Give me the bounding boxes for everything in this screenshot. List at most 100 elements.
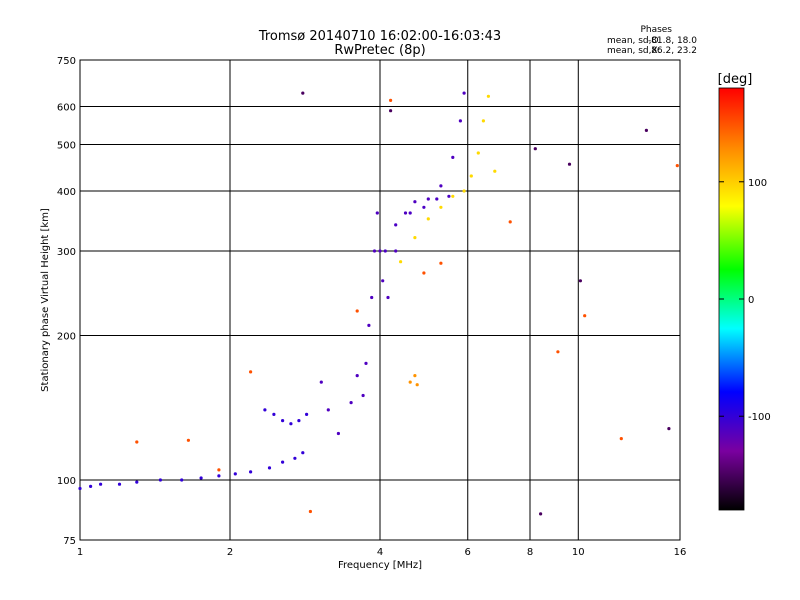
data-point	[281, 419, 285, 423]
x-axis: 1 2 4 6 8 10 16	[77, 547, 687, 558]
data-point	[135, 440, 139, 444]
data-point	[272, 412, 276, 416]
data-point	[619, 437, 623, 441]
y-axis-label: Stationary phase Virtual Height [km]	[40, 208, 51, 392]
data-point	[78, 486, 82, 491]
data-point	[394, 249, 398, 253]
data-point	[135, 480, 139, 484]
y-tick-label: 500	[57, 141, 76, 152]
stats-o-label: mean, sd,O:	[607, 36, 661, 46]
data-point	[567, 162, 572, 166]
data-point	[308, 509, 312, 514]
data-point	[426, 217, 430, 221]
x-axis-label: Frequency [MHz]	[338, 560, 422, 571]
data-point	[336, 431, 340, 436]
data-point	[486, 94, 490, 98]
data-point	[381, 279, 385, 283]
data-point	[263, 408, 267, 412]
data-point	[469, 174, 473, 178]
data-point	[158, 478, 162, 482]
data-point	[556, 350, 560, 354]
data-point	[89, 484, 93, 488]
data-point	[249, 370, 253, 374]
data-point	[458, 119, 462, 123]
data-point	[375, 211, 379, 215]
data-point	[319, 380, 323, 384]
stats-x-value: 86.2, 23.2	[651, 46, 697, 56]
y-tick-label: 300	[57, 247, 76, 258]
data-point	[533, 147, 537, 151]
data-point	[367, 323, 371, 327]
data-point	[355, 309, 359, 313]
chart-title: Tromsø 20140710 16:02:00-16:03:43	[258, 29, 501, 44]
data-point	[422, 271, 426, 275]
data-point	[675, 164, 679, 168]
y-tick-label: 75	[63, 536, 76, 547]
colorbar-ticks: -100 0 100	[719, 178, 771, 423]
x-tick-label: 10	[572, 547, 585, 558]
data-point	[426, 197, 430, 201]
y-tick-label: 400	[57, 187, 76, 198]
data-point	[451, 194, 455, 198]
stats-o-value: -81.8, 18.0	[648, 36, 697, 46]
x-tick-label: 4	[377, 547, 383, 558]
colorbar-unit-label: [deg]	[718, 72, 753, 87]
data-point	[408, 380, 412, 384]
data-point	[481, 119, 485, 123]
data-point	[413, 374, 417, 378]
data-point	[180, 478, 184, 482]
data-point	[422, 205, 426, 209]
data-point	[199, 476, 203, 480]
x-tick-label: 8	[527, 547, 533, 558]
stats-title: Phases	[640, 25, 672, 35]
data-point	[297, 419, 301, 423]
data-point	[267, 466, 272, 470]
y-axis: 75 100 200 300 400 500 600 750	[57, 56, 76, 547]
data-point	[361, 393, 365, 398]
data-point	[539, 512, 543, 516]
data-point	[415, 383, 419, 387]
data-point	[364, 361, 368, 365]
data-points	[78, 91, 679, 516]
colorbar-tick-label: -100	[748, 412, 771, 423]
data-point	[326, 408, 330, 412]
data-point	[413, 236, 417, 240]
data-point	[493, 169, 497, 173]
y-tick-label: 200	[57, 332, 76, 343]
data-point	[117, 482, 122, 486]
data-point	[386, 295, 390, 300]
data-point	[394, 223, 398, 227]
data-point	[355, 374, 359, 378]
grid-lines	[80, 60, 680, 540]
data-point	[372, 249, 377, 253]
data-point	[217, 468, 221, 472]
data-point	[476, 151, 480, 155]
stats-x-label: mean, sd,X:	[607, 46, 661, 56]
x-tick-label: 1	[77, 547, 83, 558]
data-point	[289, 422, 293, 426]
data-point	[408, 211, 412, 215]
data-point	[578, 279, 583, 283]
data-point	[439, 205, 443, 209]
data-point	[301, 451, 305, 455]
x-tick-label: 2	[227, 547, 233, 558]
data-point	[439, 261, 443, 265]
data-point	[389, 98, 393, 102]
data-point	[378, 249, 382, 253]
data-point	[403, 211, 408, 215]
data-point	[462, 189, 466, 193]
data-point	[281, 460, 285, 464]
data-point	[667, 427, 671, 431]
y-tick-label: 600	[57, 103, 76, 114]
data-point	[389, 109, 393, 113]
data-point	[413, 200, 417, 204]
colorbar-tick-label: 0	[748, 295, 754, 306]
data-point	[305, 412, 309, 416]
data-point	[99, 482, 103, 486]
data-point	[583, 314, 587, 318]
data-point	[435, 197, 439, 201]
data-point	[451, 155, 455, 159]
y-tick-label: 750	[57, 56, 76, 67]
data-point	[293, 456, 297, 460]
